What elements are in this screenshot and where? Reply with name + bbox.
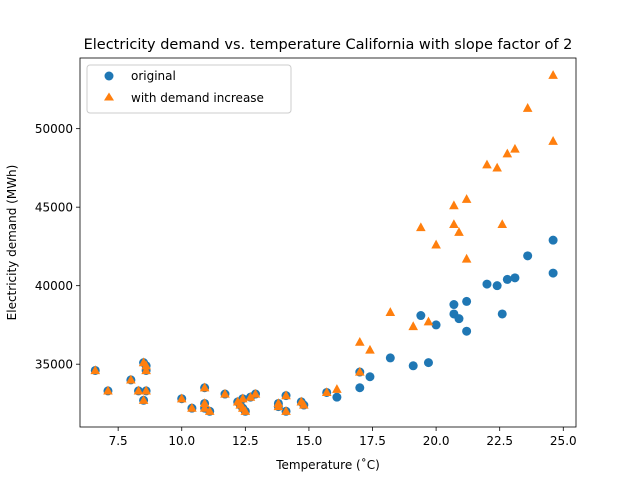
data-point-demand-increase (385, 307, 396, 316)
data-point-demand-increase (449, 219, 459, 229)
data-point-demand-increase (416, 222, 426, 232)
data-point-demand-increase (141, 360, 151, 370)
x-tick-label: 10.0 (168, 434, 195, 448)
y-tick-label: 35000 (35, 358, 73, 372)
plot-frame (79, 57, 577, 428)
data-point-demand-increase (365, 344, 375, 354)
data-point-demand-increase (482, 159, 492, 169)
data-point-demand-increase (199, 402, 210, 412)
data-point-demand-increase (461, 253, 472, 263)
x-tick-label: 22.5 (486, 434, 513, 448)
data-point-demand-increase (199, 382, 210, 392)
data-point-demand-increase (141, 365, 151, 375)
data-point-original (454, 314, 464, 324)
data-point-demand-increase (492, 162, 502, 172)
legend-box (86, 64, 292, 114)
data-point-demand-increase (141, 385, 151, 395)
legend-label-original: original (131, 69, 176, 83)
legend-marker-demand-increase (104, 92, 114, 101)
data-point-demand-increase (133, 385, 144, 395)
data-point-demand-increase (281, 406, 291, 415)
data-point-demand-increase (237, 393, 248, 403)
data-point-demand-increase (250, 388, 261, 398)
chart-title: Electricity demand vs. temperature Calif… (84, 37, 573, 53)
data-point-demand-increase (273, 401, 284, 411)
data-point-demand-increase (431, 239, 441, 249)
data-point-demand-increase (321, 387, 332, 397)
data-point-demand-increase (510, 143, 520, 153)
data-point-original (385, 353, 395, 363)
data-point-original (502, 274, 512, 284)
x-axis-ticks: 7.5 10.0 12.5 15.0 17.5 20.0 22.5 25.0 (109, 427, 577, 448)
data-point-demand-increase (90, 365, 101, 375)
data-point-original (416, 311, 426, 321)
data-point-original (408, 361, 418, 371)
x-tick-label: 20.0 (423, 434, 450, 448)
data-point-demand-increase (199, 398, 210, 408)
data-point-original (431, 320, 441, 330)
y-tick-label: 50000 (35, 122, 73, 136)
x-tick-label: 7.5 (109, 434, 128, 448)
data-point-demand-increase (408, 321, 419, 331)
data-point-demand-increase (138, 395, 149, 404)
legend-marker-original (104, 71, 114, 81)
plot-area (80, 58, 576, 427)
data-point-original (510, 273, 520, 283)
y-tick-label: 40000 (35, 279, 73, 293)
data-point-demand-increase (354, 337, 365, 346)
data-point-demand-increase (497, 219, 508, 229)
data-point-original (423, 358, 433, 368)
x-axis-label: Temperature (˚C) (275, 457, 380, 472)
data-point-demand-increase (126, 374, 136, 384)
data-point-demand-increase (502, 148, 513, 158)
legend-label-demand-increase: with demand increase (131, 91, 264, 105)
x-tick-label: 15.0 (296, 434, 323, 448)
series-demand-increase-points (90, 70, 558, 415)
data-point-demand-increase (204, 406, 215, 415)
data-point-demand-increase (454, 227, 464, 236)
data-point-demand-increase (354, 366, 365, 376)
data-point-demand-increase (245, 391, 256, 401)
x-tick-label: 25.0 (550, 434, 577, 448)
data-point-original (332, 392, 342, 402)
data-point-demand-increase (299, 399, 309, 409)
data-point-original (523, 251, 533, 261)
data-point-original (492, 281, 502, 291)
data-point-demand-increase (103, 385, 113, 395)
data-point-original (482, 279, 492, 289)
data-point-original (497, 309, 507, 319)
data-point-original (548, 268, 558, 278)
data-point-demand-increase (240, 406, 251, 415)
data-point-original (449, 300, 459, 310)
data-point-demand-increase (548, 70, 558, 79)
y-tick-label: 45000 (35, 201, 73, 215)
legend: original with demand increase (86, 64, 292, 114)
data-point-demand-increase (449, 200, 459, 210)
data-point-demand-increase (176, 393, 187, 403)
data-point-original (365, 372, 375, 382)
data-point-demand-increase (522, 103, 533, 112)
data-point-original (548, 235, 558, 245)
data-point-original (355, 383, 365, 393)
x-tick-label: 12.5 (232, 434, 259, 448)
data-point-original (462, 296, 472, 306)
data-point-demand-increase (423, 316, 434, 326)
data-point-demand-increase (281, 390, 291, 400)
data-point-demand-increase (187, 402, 197, 412)
x-tick-label: 17.5 (359, 434, 386, 448)
data-point-demand-increase (332, 384, 342, 393)
data-point-demand-increase (220, 388, 230, 398)
data-point-demand-increase (461, 194, 472, 203)
data-point-demand-increase (548, 136, 558, 145)
y-axis-label: Electricity demand (MWh) (5, 165, 19, 321)
y-axis-ticks: 35000 40000 45000 50000 (35, 122, 80, 372)
data-point-original (462, 326, 472, 336)
